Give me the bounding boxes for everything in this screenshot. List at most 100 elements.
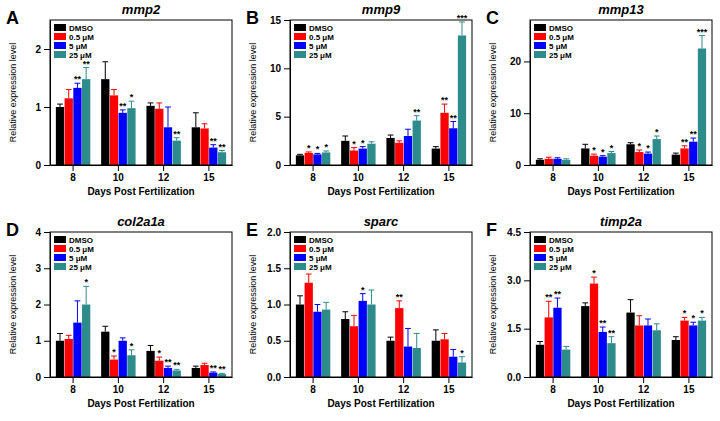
error-bar (388, 337, 394, 341)
error-bar (297, 296, 303, 305)
y-tick: 1 (35, 102, 50, 113)
x-tick: 12 (398, 165, 410, 183)
tick-mark (358, 377, 359, 383)
significance-label: * (700, 308, 704, 318)
tick-mark (524, 61, 530, 62)
bar (209, 373, 217, 377)
bar (626, 313, 634, 377)
legend-label: 5 μM (549, 42, 568, 51)
error-bar (148, 345, 154, 350)
legend-label: DMSO (549, 24, 573, 33)
significance-label: ** (608, 328, 616, 338)
axis-line (290, 233, 291, 378)
tick-label: 3.0 (507, 275, 521, 286)
significance-label: ** (210, 136, 218, 146)
y-axis: 01234 (35, 227, 50, 383)
bar (359, 301, 367, 377)
tick-mark (284, 377, 290, 378)
bar (82, 305, 90, 378)
error-bar (433, 147, 439, 149)
title: timp2a (600, 214, 642, 229)
annotations: ************ (84, 277, 226, 374)
y-tick: 15 (270, 15, 290, 26)
tick-mark (553, 165, 554, 171)
error-bar (193, 113, 199, 128)
error-bar (102, 62, 108, 79)
significance-label: ** (681, 137, 689, 147)
tick-label: 15 (203, 172, 215, 183)
tick-mark (448, 377, 449, 383)
tick-mark (44, 341, 50, 342)
bar (440, 339, 448, 377)
figure: *************0128101215DMSO0.5 μM5 μM25 … (0, 0, 720, 421)
annotations: ************ (545, 268, 704, 338)
bars (56, 62, 226, 165)
tick-mark (284, 232, 290, 233)
bar (607, 343, 615, 377)
x-tick: 10 (113, 165, 125, 183)
axis-line (50, 21, 51, 166)
y-tick: 4 (35, 227, 50, 238)
y-tick: 0.0 (507, 372, 530, 383)
x-axis: 8101215 (531, 165, 713, 183)
bar (553, 308, 561, 377)
error-bar (450, 349, 456, 356)
tick-mark (524, 377, 530, 378)
significance-label: * (655, 127, 659, 137)
bar (313, 312, 321, 377)
legend-swatch (54, 42, 66, 49)
error-bar (129, 101, 135, 108)
significance-label: * (592, 268, 596, 278)
error-bar (405, 328, 411, 346)
y-tick: 10 (510, 108, 530, 119)
bar (449, 357, 457, 377)
axis-line (291, 377, 473, 378)
error-bar (83, 286, 89, 304)
x-tick: 12 (638, 165, 650, 183)
significance-label: ** (545, 292, 553, 302)
x-tick: 10 (353, 377, 365, 395)
bar (607, 153, 615, 165)
bar (192, 127, 200, 165)
legend-label: 25 μM (69, 51, 92, 60)
bar (119, 113, 127, 165)
x-tick: 12 (398, 377, 410, 395)
significance-label: * (460, 348, 464, 358)
significance-label: ** (599, 318, 607, 328)
legend-label: 25 μM (549, 263, 572, 272)
tick-mark (73, 165, 74, 171)
bar (155, 109, 163, 165)
tick-label: 8 (550, 384, 556, 395)
legend-label: 25 μM (549, 51, 572, 60)
title: mmp13 (598, 2, 644, 17)
error-bar (628, 300, 634, 313)
significance-label: * (158, 348, 162, 358)
panel-label: D (6, 220, 19, 240)
bar (432, 341, 440, 377)
significance-label: ** (218, 364, 226, 374)
y-tick: 3.0 (507, 275, 530, 286)
bar (209, 148, 217, 165)
tick-label: 0.0 (267, 372, 281, 383)
tick-label: 3 (35, 263, 41, 274)
tick-mark (44, 232, 50, 233)
bar (432, 149, 440, 165)
bar (110, 95, 118, 165)
tick-mark (313, 377, 314, 383)
y-axis-title: Relative expression level (8, 43, 18, 143)
legend: DMSO0.5 μM5 μM25 μM (294, 236, 334, 272)
significance-label: * (361, 138, 365, 148)
error-bar (396, 301, 402, 308)
error-bar (148, 103, 154, 106)
significance-label: *** (457, 13, 468, 23)
bar (644, 154, 652, 165)
error-bar (202, 363, 208, 365)
tick-mark (448, 165, 449, 171)
axis-line (51, 377, 233, 378)
significance-label: * (638, 141, 642, 151)
error-bar (442, 104, 448, 113)
bar (672, 340, 680, 377)
panel: *************010208101215DMSO0.5 μM5 μM2… (486, 2, 713, 197)
tick-label: 12 (398, 172, 410, 183)
legend-label: 25 μM (309, 51, 332, 60)
